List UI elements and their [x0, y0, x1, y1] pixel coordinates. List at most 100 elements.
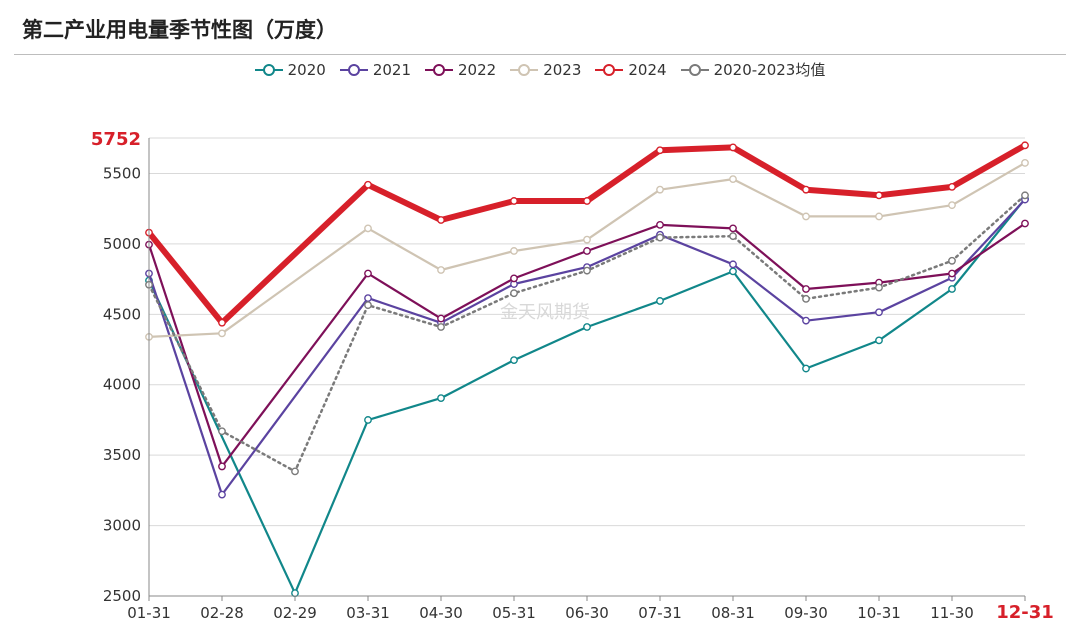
data-point [729, 232, 737, 241]
x-tick-label: 03-31 [346, 604, 390, 622]
series-2023 [145, 159, 1029, 341]
data-point [802, 316, 810, 325]
y-tick-label: 3500 [103, 446, 141, 464]
data-point [729, 224, 737, 233]
data-point [583, 323, 591, 331]
data-point [218, 318, 226, 327]
data-point [437, 266, 445, 274]
y-tick-label: 2500 [103, 587, 141, 605]
data-point [364, 416, 372, 424]
data-point [510, 247, 518, 255]
x-tick-label: 11-30 [930, 604, 974, 622]
title-divider [14, 54, 1066, 55]
data-point [656, 233, 664, 242]
data-point [802, 294, 810, 303]
data-point [875, 212, 883, 221]
legend-item[interactable]: 2021 [339, 59, 412, 80]
x-tick-label: 08-31 [711, 604, 755, 622]
x-tick-label-highlighted: 12-31 [996, 602, 1054, 623]
data-point [583, 266, 591, 275]
series-line [146, 142, 1028, 326]
chart-legend: 2020 2021 2022 2023 2024 2020-2023均值 [0, 59, 1080, 80]
data-point [802, 364, 810, 373]
data-point [802, 185, 810, 194]
data-point [1021, 191, 1029, 200]
data-point [729, 260, 737, 269]
data-point [1021, 141, 1029, 150]
data-point [510, 356, 518, 364]
grid-layer [149, 137, 1025, 597]
data-point [729, 175, 737, 184]
legend-label: 2024 [628, 60, 667, 79]
data-point [583, 235, 591, 244]
legend-label: 2021 [372, 60, 412, 79]
data-point [875, 308, 883, 317]
legend-label: 2023 [543, 60, 582, 79]
data-point [875, 336, 883, 345]
data-point [437, 216, 445, 224]
data-point [948, 269, 956, 278]
data-point [364, 294, 372, 303]
chart-title: 第二产业用电量季节性图（万度） [22, 17, 337, 42]
data-point [583, 247, 591, 255]
data-point [437, 394, 445, 403]
axis-layer: 2500 3000 3500 4000 4500 5000 5500 5752 01-31 02-… [91, 129, 1054, 623]
legend-swatch [425, 63, 454, 76]
series-2020 [145, 194, 1029, 598]
data-point [364, 224, 372, 233]
data-point [729, 143, 737, 152]
legend-swatch [254, 63, 283, 76]
legend-label: 2020 [287, 60, 326, 79]
x-tick-label: 05-31 [492, 604, 536, 622]
series-2022 [145, 219, 1029, 471]
x-tick-label: 07-31 [638, 604, 682, 622]
data-point [218, 427, 226, 436]
x-tick-label: 02-28 [200, 604, 244, 622]
legend-swatch [595, 63, 624, 76]
legend-item[interactable]: 2022 [425, 59, 496, 80]
series-layer [145, 141, 1029, 598]
legend-item[interactable]: 2023 [510, 59, 581, 80]
data-point [875, 283, 883, 292]
data-point [218, 462, 226, 471]
series-line [147, 198, 1027, 496]
data-point [656, 297, 664, 305]
data-point [437, 314, 445, 323]
data-point [291, 467, 299, 476]
y-max-label: 5752 [91, 129, 141, 150]
data-point [948, 201, 956, 210]
data-point [364, 180, 372, 189]
series-line [147, 222, 1027, 468]
data-point [364, 301, 372, 310]
legend-item[interactable]: 2020-2023均值 [680, 59, 826, 80]
series-line [147, 197, 1027, 595]
series-line [147, 161, 1027, 338]
legend-swatch [680, 63, 709, 76]
legend-swatch [339, 63, 368, 76]
data-point [729, 267, 737, 276]
legend-label: 2020-2023均值 [713, 61, 826, 79]
data-point [510, 289, 518, 298]
y-tick-label: 5000 [103, 235, 141, 253]
data-point [437, 323, 445, 331]
series-2020-2023均值 [145, 191, 1029, 476]
data-point [1021, 219, 1029, 228]
x-tick-label: 06-30 [565, 604, 609, 622]
data-point [218, 329, 226, 338]
x-tick-label: 01-31 [127, 604, 171, 622]
y-tick-label: 3000 [103, 517, 141, 535]
data-point [948, 182, 956, 191]
data-point [510, 274, 518, 283]
x-tick-label: 10-31 [857, 604, 901, 622]
data-point [875, 191, 883, 200]
y-tick-label: 5500 [103, 164, 141, 182]
data-point [364, 269, 372, 278]
legend-item[interactable]: 2020 [254, 59, 326, 80]
data-point [656, 146, 664, 155]
y-tick-label: 4000 [103, 376, 141, 394]
x-tick-label: 04-30 [419, 604, 463, 622]
data-point [583, 197, 591, 205]
legend-item[interactable]: 2024 [595, 59, 667, 80]
legend-label: 2022 [458, 60, 497, 79]
